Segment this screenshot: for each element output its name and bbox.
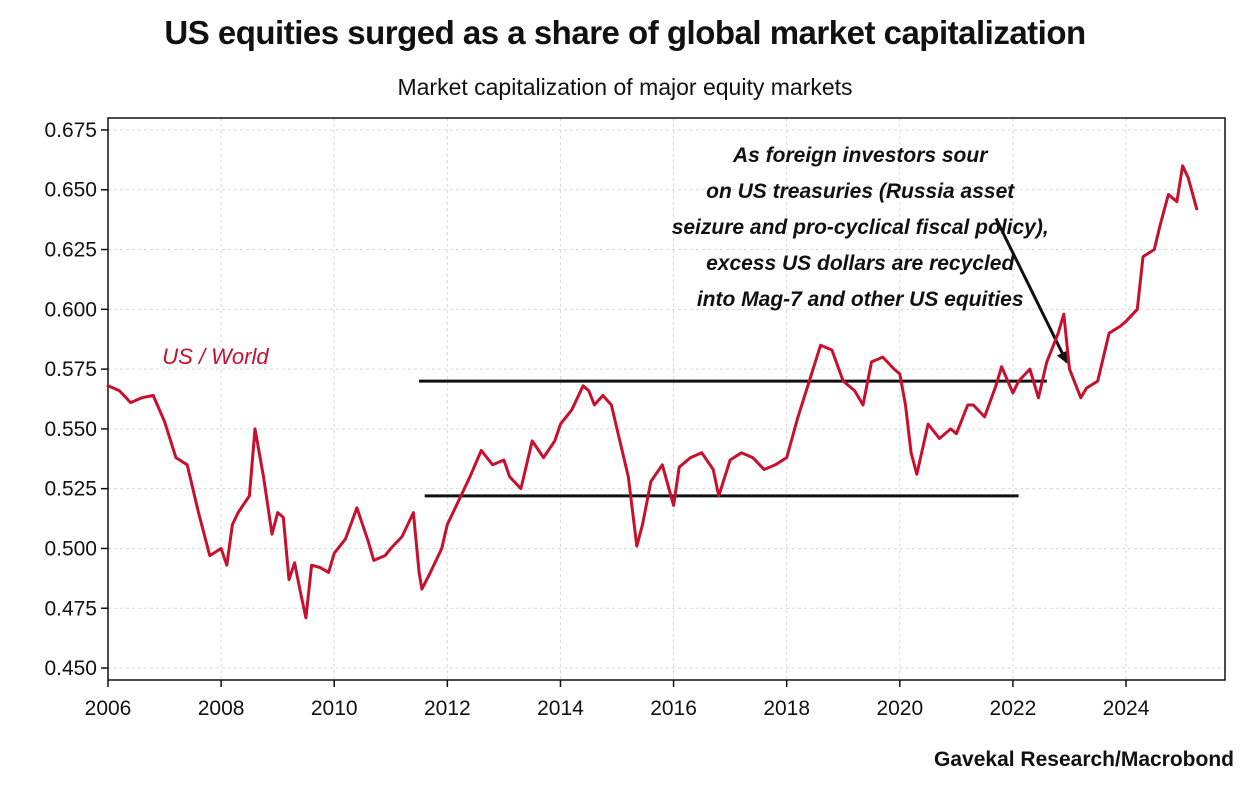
x-tick-label: 2016 [650,697,697,720]
annotation-text-line: on US treasuries (Russia asset [706,180,1015,203]
gridlines [107,118,1225,680]
plot-area-frame [107,117,1226,681]
x-axis: 2006 2008 2010 2012 2014 2016 2018 2020 2022 2024 [85,680,1150,720]
annotation-text: US / World As foreign investors sour on US… [162,144,1048,369]
x-tick-label: 2022 [990,697,1037,720]
x-tick-label: 2020 [876,697,923,720]
y-tick-label: 0.575 [44,358,97,381]
x-tick-label: 2010 [311,697,358,720]
annotation-text-line: As foreign investors sour [732,144,989,167]
annotation-text-line: into Mag-7 and other US equities [697,288,1024,311]
x-tick-label: 2008 [198,697,245,720]
source-credit: Gavekal Research/Macrobond [934,748,1234,771]
y-tick-label: 0.550 [44,418,97,441]
annotation-text-line: seizure and pro-cyclical fiscal policy), [672,216,1049,239]
y-tick-label: 0.525 [44,478,97,501]
y-tick-label: 0.500 [44,537,97,560]
x-tick-label: 2024 [1103,697,1150,720]
y-tick-label: 0.475 [44,597,97,620]
annotation-text-line: excess US dollars are recycled [706,252,1015,275]
y-axis: 0.450 0.475 0.500 0.525 0.550 0.575 0.600 0.625… [44,119,108,680]
chart-title: US equities surged as a share of global … [164,14,1086,51]
x-tick-label: 2012 [424,697,471,720]
x-tick-label: 2018 [763,697,810,720]
y-tick-label: 0.450 [44,657,97,680]
series-line-us-world [106,164,1199,620]
y-tick-label: 0.675 [44,119,97,142]
series-label: US / World [162,344,269,369]
x-tick-label: 2006 [85,697,132,720]
x-tick-label: 2014 [537,697,584,720]
y-tick-label: 0.600 [44,298,97,321]
y-tick-label: 0.650 [44,179,97,202]
y-tick-label: 0.625 [44,239,97,262]
chart-subtitle: Market capitalization of major equity ma… [397,74,853,100]
